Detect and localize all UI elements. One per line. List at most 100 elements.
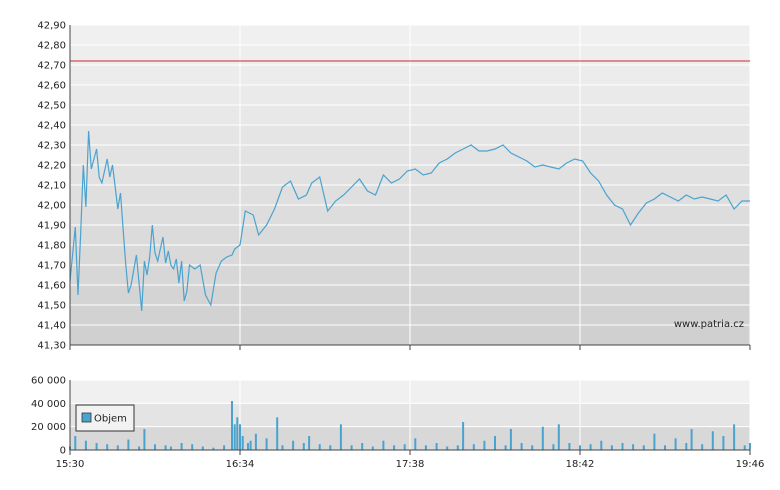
price-y-axis: 42,90 42,80 42,70 42,60 42,50 42,40 42,30 42,20… xyxy=(37,21,66,352)
price-y-tick-label: 42,10 xyxy=(37,181,66,192)
volume-bar xyxy=(531,445,534,450)
watermark: www.patria.cz xyxy=(674,319,744,330)
volume-bar xyxy=(74,436,77,450)
price-y-tick-label: 42,40 xyxy=(37,121,66,132)
volume-bar xyxy=(308,436,311,450)
price-y-tick-label: 42,00 xyxy=(37,201,66,212)
volume-bar xyxy=(541,426,544,450)
volume-bar xyxy=(281,445,284,450)
volume-bar xyxy=(494,436,496,450)
volume-bar xyxy=(106,444,109,450)
volume-bar xyxy=(382,440,385,450)
price-y-tick-label: 42,70 xyxy=(37,61,66,72)
volume-bar xyxy=(403,444,406,450)
volume-bars xyxy=(69,401,751,450)
volume-bar xyxy=(292,440,295,450)
volume-bar xyxy=(350,445,353,450)
volume-bar xyxy=(589,444,592,450)
x-tick-label: 19:46 xyxy=(736,459,765,470)
volume-bar xyxy=(154,444,156,450)
volume-bar xyxy=(749,443,751,450)
volume-bar xyxy=(483,440,486,450)
volume-bar xyxy=(579,445,581,450)
price-y-tick-label: 41,90 xyxy=(37,221,66,232)
volume-bar xyxy=(642,445,645,450)
volume-bar xyxy=(241,436,244,450)
volume-bar xyxy=(249,440,252,450)
volume-bar xyxy=(318,444,321,450)
volume-bar xyxy=(520,443,523,450)
volume-bar xyxy=(446,446,449,450)
volume-bar xyxy=(568,443,571,450)
volume-y-tick-label: 20 000 xyxy=(31,422,66,433)
volume-bar xyxy=(231,401,233,450)
volume-bar xyxy=(600,440,603,450)
volume-chart: 60 000 40 000 20 000 0 15:30 16:34 17:38 18:42… xyxy=(31,376,764,471)
volume-bar xyxy=(743,445,746,450)
volume-bar xyxy=(371,446,374,450)
volume-bar xyxy=(127,439,130,450)
volume-bar xyxy=(393,445,396,450)
volume-bar xyxy=(435,443,438,450)
price-x-ticks xyxy=(69,25,751,350)
volume-bar xyxy=(169,446,172,450)
legend: Objem xyxy=(75,404,135,432)
price-y-tick-label: 42,60 xyxy=(37,81,66,92)
volume-bar xyxy=(504,445,507,450)
volume-bar xyxy=(557,424,560,450)
volume-bar xyxy=(414,438,417,450)
price-y-tick-label: 42,90 xyxy=(37,21,66,32)
volume-bar xyxy=(722,436,725,450)
price-chart: 42,90 42,80 42,70 42,60 42,50 42,40 42,30 42,20… xyxy=(37,21,751,352)
price-y-tick-label: 42,50 xyxy=(37,101,66,112)
price-y-tick-label: 41,70 xyxy=(37,261,66,272)
volume-bar xyxy=(276,417,279,450)
volume-bar xyxy=(685,443,688,450)
volume-bar xyxy=(664,445,666,450)
volume-y-tick-label: 0 xyxy=(60,446,66,457)
volume-bar xyxy=(143,429,146,450)
volume-bar xyxy=(236,417,239,450)
price-y-tick-label: 42,30 xyxy=(37,141,66,152)
volume-bar xyxy=(674,438,677,450)
volume-bar xyxy=(632,444,635,450)
volume-x-axis: 15:30 16:34 17:38 18:42 19:46 xyxy=(56,380,765,470)
volume-bar xyxy=(339,424,342,450)
volume-bar xyxy=(84,440,87,450)
volume-bar xyxy=(690,429,693,450)
volume-y-tick-label: 60 000 xyxy=(31,376,66,387)
volume-bar xyxy=(180,443,183,450)
volume-bar xyxy=(302,443,305,450)
volume-bar xyxy=(116,445,119,450)
volume-bar xyxy=(552,444,555,450)
volume-y-tick-label: 40 000 xyxy=(31,399,66,410)
volume-bar xyxy=(95,443,98,450)
volume-bar xyxy=(239,424,241,450)
volume-bar xyxy=(456,445,459,450)
volume-bar xyxy=(424,445,427,450)
volume-bar xyxy=(653,433,656,450)
volume-bar xyxy=(254,433,257,450)
volume-bar xyxy=(610,445,613,450)
volume-bar xyxy=(472,444,475,450)
price-y-tick-label: 41,30 xyxy=(37,341,66,352)
volume-bar xyxy=(711,431,714,450)
x-tick-label: 17:38 xyxy=(396,459,425,470)
volume-bar xyxy=(201,446,204,450)
volume-bar xyxy=(212,447,215,450)
volume-bar xyxy=(164,445,167,450)
x-tick-label: 15:30 xyxy=(56,459,85,470)
price-y-tick-label: 42,20 xyxy=(37,161,66,172)
volume-bar xyxy=(701,444,704,450)
volume-bar xyxy=(138,446,141,450)
price-y-tick-label: 41,80 xyxy=(37,241,66,252)
volume-bar xyxy=(223,445,226,450)
volume-bar xyxy=(191,444,194,450)
volume-bar xyxy=(621,443,624,450)
price-y-tick-label: 42,80 xyxy=(37,41,66,52)
price-y-tick-label: 41,50 xyxy=(37,301,66,312)
volume-bar xyxy=(233,424,236,450)
price-y-tick-label: 41,40 xyxy=(37,321,66,332)
volume-bar xyxy=(265,438,268,450)
